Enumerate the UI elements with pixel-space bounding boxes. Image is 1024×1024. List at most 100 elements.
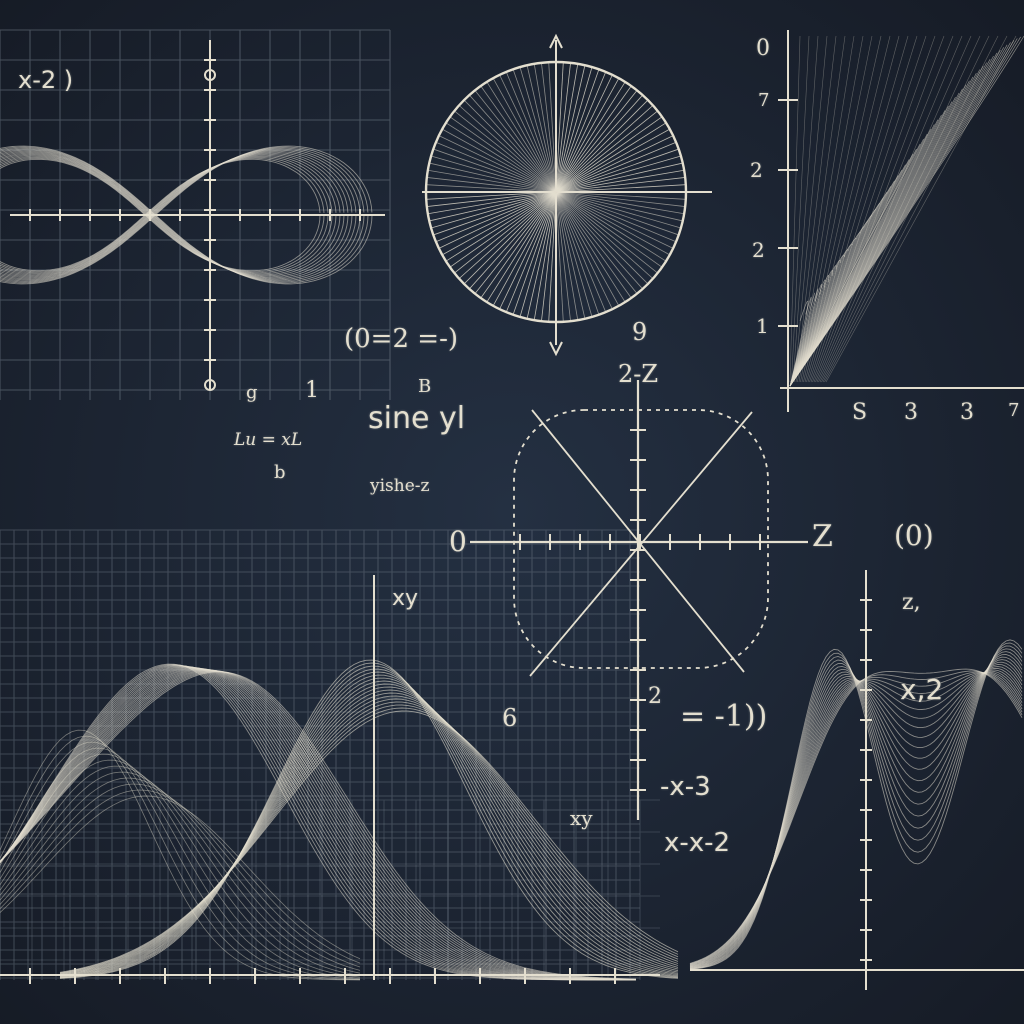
radial-line [438,191,557,249]
radial-line [555,74,613,193]
radial-line [555,94,643,193]
cross-diagram [470,380,808,820]
bell-strand [59,686,679,977]
label-nine: 9 [632,318,648,346]
peak-strand [689,668,1023,964]
radial-line [555,191,626,303]
radial-line [445,122,557,193]
radial-line [555,191,579,321]
radial-line [430,155,557,193]
label-z-axis: Z [812,519,833,554]
radial-line [555,191,658,274]
radial-line [555,81,626,193]
tick-label-1: 1 [756,314,769,338]
arrow-head [549,33,563,49]
radial-line [555,155,682,193]
fan-line [794,35,828,383]
radial-line [512,69,557,193]
radial-line [555,135,674,193]
axis-end-dot [204,69,216,81]
label-zero-eq: (0=2 =-) [344,324,458,354]
label-xy-low: xy [570,806,593,830]
bell-strand [59,659,679,979]
bell-strand [59,680,679,977]
radial-line [526,191,557,319]
radial-line [429,191,557,222]
radial-line [442,128,557,193]
radial-line [555,148,679,193]
fan-line [816,35,963,383]
radial-line [555,191,607,313]
radial-line [454,191,557,274]
fan-line [798,35,855,383]
radial-line [474,90,557,193]
radial-line [492,191,557,306]
radial-line [555,191,620,306]
tick-label-3b: 3 [960,400,974,425]
tick-label-3a: 3 [904,400,918,425]
bell-strand [0,759,361,978]
radial-line [555,191,613,310]
double-peak [689,570,1024,990]
label-two-z: 2-Z [618,360,659,388]
radial-line [555,128,670,193]
fan-line [809,35,918,383]
radial-line [555,63,579,193]
bell-strand [0,667,636,981]
fan-line [789,154,914,387]
fan-line [825,35,1017,383]
bell-strand [0,789,361,964]
radial-line [426,191,557,207]
fan-line [822,35,999,383]
fan-line [800,35,864,383]
radial-line [555,122,667,193]
fan-line [792,35,819,383]
label-lu-eq: Lu = xL [234,430,303,450]
fan-line [797,35,846,383]
radial-line [492,78,557,193]
bell-strand [0,670,637,980]
radial-line [555,191,600,315]
radial-line [555,105,654,193]
tick-label-7: 7 [758,90,770,111]
radial-line [555,191,663,268]
label-circle-zero: (0) [894,519,934,552]
radial-line [533,191,557,321]
radial-line [555,62,564,193]
bell-strand [0,783,361,968]
radial-line [486,191,557,303]
radial-line [555,191,682,229]
label-six: 6 [502,704,518,732]
infinity-strand [0,145,373,285]
radial-line [435,141,557,193]
tick-label-7b: 7 [1008,400,1020,421]
radial-line [555,169,685,193]
radial-line [555,191,686,207]
radial-line [555,191,679,236]
bell-strand [59,677,679,978]
bell-strand [59,701,679,975]
radial-line [533,63,557,193]
radial-line [555,191,667,262]
fan-line [789,292,815,387]
fan-line [815,35,954,383]
tick-label-2b: 2 [752,238,765,262]
radial-line [445,191,557,262]
radial-line [430,191,557,229]
tick-label-2a: 2 [750,158,763,182]
bell-strand [0,771,361,974]
fan-chart [778,30,1024,412]
fan-line [818,35,972,383]
radial-line [426,177,557,193]
label-x-bar-2: x-x-2 [664,828,731,858]
radial-line [555,191,564,322]
radial-line [555,66,593,193]
radial-line [427,169,557,193]
bell-strand [0,670,637,980]
radial-line [548,62,557,193]
bell-strand [59,689,679,976]
radial-line [469,94,557,193]
bell-strand [59,695,679,975]
label-yishe-z: yishe-z [370,476,430,496]
bell-strand [0,667,636,981]
